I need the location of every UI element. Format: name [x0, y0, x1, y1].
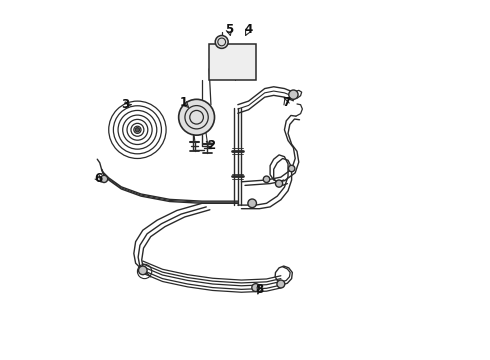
Text: 7: 7 [282, 96, 290, 109]
Circle shape [277, 280, 285, 288]
Circle shape [215, 36, 228, 48]
Circle shape [289, 165, 295, 172]
Text: 5: 5 [225, 23, 233, 36]
Text: 1: 1 [180, 96, 188, 109]
Text: 4: 4 [245, 23, 253, 36]
Bar [209, 44, 256, 80]
Circle shape [248, 199, 256, 208]
Circle shape [179, 99, 215, 135]
Circle shape [289, 90, 298, 99]
Circle shape [252, 284, 260, 292]
Circle shape [139, 266, 147, 275]
Text: 6: 6 [94, 172, 102, 185]
Text: 2: 2 [207, 139, 215, 152]
Circle shape [135, 128, 140, 132]
Circle shape [100, 175, 108, 183]
Text: 3: 3 [121, 98, 129, 111]
Circle shape [275, 180, 283, 187]
Circle shape [263, 176, 270, 183]
Text: 8: 8 [255, 283, 264, 296]
